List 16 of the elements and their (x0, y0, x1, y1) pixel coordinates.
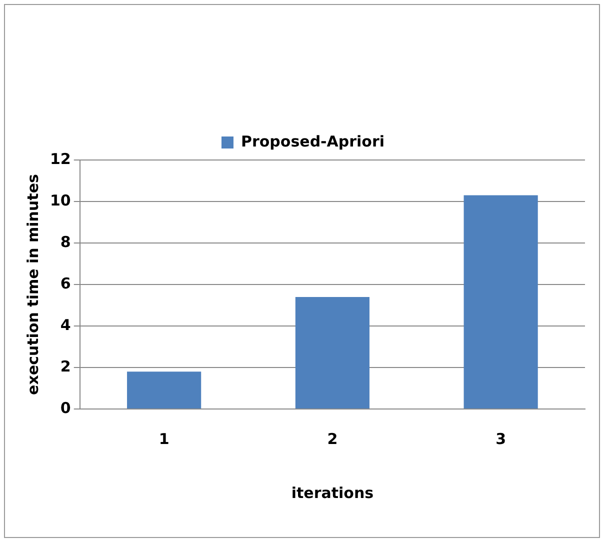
x-tick-label: 1 (158, 430, 170, 448)
x-tick-label: 3 (496, 430, 506, 448)
y-tick-label: 2 (60, 357, 71, 376)
y-axis-title: execution time in minutes (24, 174, 42, 395)
x-tick-label: 2 (327, 430, 338, 448)
y-tick-label: 0 (60, 398, 71, 417)
bar (464, 195, 538, 408)
y-tick-label: 12 (50, 150, 71, 168)
bar (127, 372, 202, 408)
y-tick-label: 10 (50, 191, 71, 210)
bar (295, 296, 370, 408)
legend-label: Proposed-Apriori (240, 132, 385, 150)
y-tick-label: 8 (60, 232, 71, 251)
y-tick-label: 4 (60, 316, 71, 334)
y-tick-label: 6 (60, 274, 71, 292)
x-axis-title: iterations (291, 484, 374, 502)
